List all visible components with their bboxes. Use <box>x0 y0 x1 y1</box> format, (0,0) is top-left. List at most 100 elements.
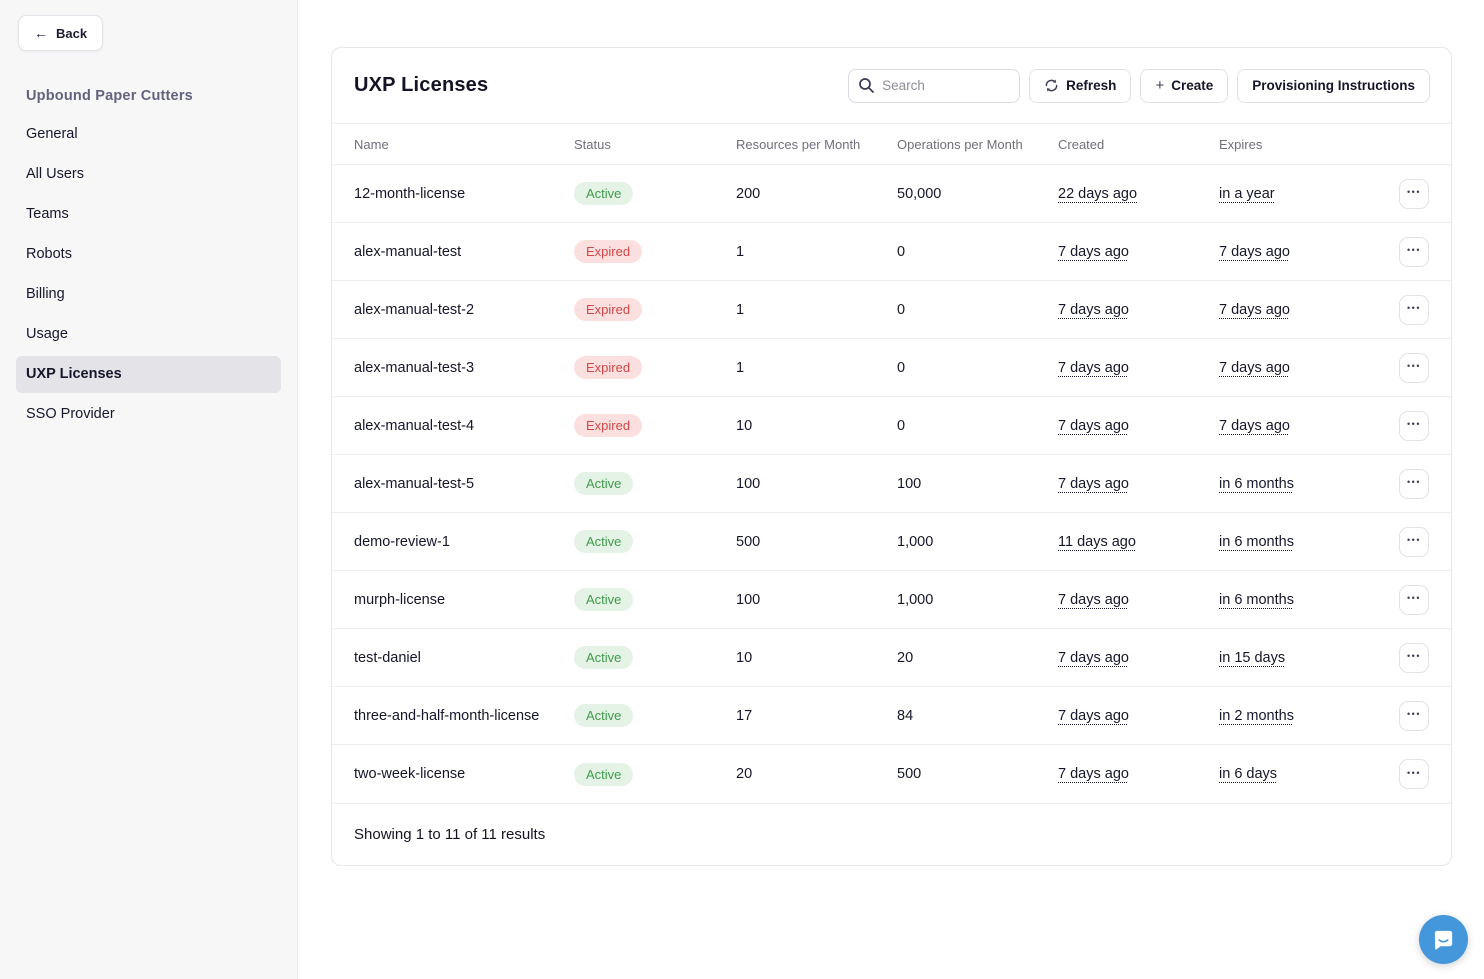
license-name: 12-month-license <box>354 185 466 202</box>
created-value[interactable]: 7 days ago <box>1058 359 1129 376</box>
column-header-created: Created <box>1058 136 1105 152</box>
actions-cell: ••• <box>1377 700 1429 731</box>
ellipsis-icon: ••• <box>1407 651 1421 661</box>
expires-value[interactable]: 7 days ago <box>1219 417 1290 434</box>
actions-cell: ••• <box>1377 352 1429 383</box>
row-actions-button[interactable]: ••• <box>1399 584 1429 615</box>
sidebar-item-label: Robots <box>26 246 72 262</box>
refresh-button[interactable]: Refresh <box>1029 68 1132 103</box>
status-cell: Active <box>574 472 736 495</box>
expires-cell: 7 days ago <box>1219 302 1377 318</box>
row-actions-button[interactable]: ••• <box>1399 294 1429 325</box>
table-footer: Showing 1 to 11 of 11 results <box>332 803 1451 865</box>
ellipsis-icon: ••• <box>1407 593 1421 603</box>
expires-value[interactable]: in 6 months <box>1219 475 1294 492</box>
expires-cell: 7 days ago <box>1219 244 1377 260</box>
create-button[interactable]: + Create <box>1140 68 1229 103</box>
sidebar-item-general[interactable]: General <box>16 116 281 153</box>
operations-per-month: 0 <box>897 359 906 376</box>
resources-per-month: 17 <box>736 707 753 724</box>
row-actions-button[interactable]: ••• <box>1399 700 1429 731</box>
created-cell: 7 days ago <box>1058 592 1219 608</box>
table-row: alex-manual-test-4 Expired 10 0 7 days a… <box>332 397 1451 455</box>
sidebar-item-all-users[interactable]: All Users <box>16 156 281 193</box>
status-cell: Expired <box>574 240 736 263</box>
status-badge: Expired <box>574 414 643 437</box>
created-value[interactable]: 7 days ago <box>1058 301 1129 318</box>
created-value[interactable]: 7 days ago <box>1058 243 1129 260</box>
expires-value[interactable]: 7 days ago <box>1219 301 1290 318</box>
chat-launcher-button[interactable] <box>1419 915 1468 964</box>
expires-value[interactable]: 7 days ago <box>1219 359 1290 376</box>
provisioning-instructions-button[interactable]: Provisioning Instructions <box>1237 68 1430 103</box>
status-badge: Active <box>574 762 634 786</box>
created-value[interactable]: 7 days ago <box>1058 591 1129 608</box>
row-actions-button[interactable]: ••• <box>1399 410 1429 441</box>
created-cell: 7 days ago <box>1058 476 1219 492</box>
expires-cell: in a year <box>1219 186 1377 202</box>
column-header-expires: Expires <box>1219 136 1263 152</box>
sidebar-item-usage[interactable]: Usage <box>16 316 281 353</box>
sidebar-item-teams[interactable]: Teams <box>16 196 281 233</box>
table-header-row: Name Status Resources per Month Operatio… <box>332 123 1451 165</box>
operations-per-month: 0 <box>897 301 906 318</box>
actions-cell: ••• <box>1377 178 1429 209</box>
created-cell: 7 days ago <box>1058 244 1219 260</box>
license-name: murph-license <box>354 591 446 608</box>
row-actions-button[interactable]: ••• <box>1399 352 1429 383</box>
sidebar-item-billing[interactable]: Billing <box>16 276 281 313</box>
ellipsis-icon: ••• <box>1407 535 1421 545</box>
row-actions-button[interactable]: ••• <box>1399 642 1429 673</box>
ellipsis-icon: ••• <box>1407 303 1421 313</box>
ellipsis-icon: ••• <box>1407 187 1421 197</box>
ellipsis-icon: ••• <box>1407 419 1421 429</box>
row-actions-button[interactable]: ••• <box>1399 468 1429 499</box>
actions-cell: ••• <box>1377 759 1429 789</box>
created-value[interactable]: 7 days ago <box>1058 417 1129 434</box>
status-cell: Active <box>574 704 736 727</box>
operations-per-month: 20 <box>897 649 914 666</box>
expires-value[interactable]: in 15 days <box>1219 649 1286 666</box>
license-name: test-daniel <box>354 649 421 666</box>
expires-value[interactable]: in a year <box>1219 185 1275 202</box>
created-value[interactable]: 7 days ago <box>1058 649 1129 666</box>
expires-value[interactable]: in 6 months <box>1219 533 1294 550</box>
actions-cell: ••• <box>1377 526 1429 557</box>
row-actions-button[interactable]: ••• <box>1399 178 1429 209</box>
table-row: demo-review-1 Active 500 1,000 11 days a… <box>332 513 1451 571</box>
row-actions-button[interactable]: ••• <box>1399 526 1429 557</box>
expires-cell: in 6 months <box>1219 592 1377 608</box>
status-badge: Expired <box>574 298 643 321</box>
created-value[interactable]: 7 days ago <box>1058 475 1129 492</box>
created-value[interactable]: 7 days ago <box>1058 707 1129 724</box>
sidebar-item-uxp-licenses[interactable]: UXP Licenses <box>16 356 281 393</box>
expires-value[interactable]: 7 days ago <box>1219 243 1290 260</box>
sidebar-item-sso-provider[interactable]: SSO Provider <box>16 396 281 433</box>
created-cell: 7 days ago <box>1058 302 1219 318</box>
operations-per-month: 100 <box>897 475 922 492</box>
sidebar-item-label: Usage <box>26 326 68 342</box>
created-value[interactable]: 22 days ago <box>1058 185 1138 202</box>
expires-value[interactable]: in 6 days <box>1219 766 1278 782</box>
row-actions-button[interactable]: ••• <box>1399 236 1429 267</box>
search-wrap <box>848 68 1021 103</box>
created-value[interactable]: 11 days ago <box>1058 533 1136 550</box>
created-value[interactable]: 7 days ago <box>1058 766 1129 782</box>
operations-per-month: 1,000 <box>897 591 934 608</box>
status-cell: Active <box>574 530 736 553</box>
ellipsis-icon: ••• <box>1407 709 1421 719</box>
expires-value[interactable]: in 6 months <box>1219 591 1294 608</box>
expires-value[interactable]: in 2 months <box>1219 707 1294 724</box>
back-arrow-icon: ← <box>34 25 48 41</box>
operations-per-month: 84 <box>897 707 914 724</box>
table-row: alex-manual-test-5 Active 100 100 7 days… <box>332 455 1451 513</box>
sidebar-item-robots[interactable]: Robots <box>16 236 281 273</box>
search-input[interactable] <box>848 68 1021 103</box>
search-icon <box>859 77 875 93</box>
row-actions-button[interactable]: ••• <box>1399 759 1429 789</box>
operations-per-month: 1,000 <box>897 533 934 550</box>
back-button[interactable]: ← Back <box>18 15 104 51</box>
license-name: alex-manual-test-2 <box>354 301 475 318</box>
license-name: demo-review-1 <box>354 533 450 550</box>
license-name: alex-manual-test-5 <box>354 475 475 492</box>
